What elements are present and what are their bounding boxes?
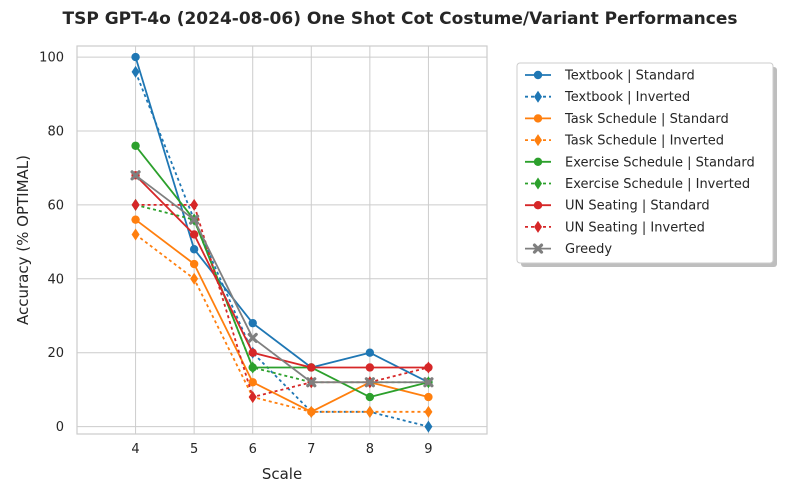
data-point (248, 361, 257, 374)
x-tick-label: 7 (307, 442, 315, 457)
legend-item: UN Seating | Standard (525, 199, 710, 214)
data-point (247, 332, 258, 344)
y-axis-label: Accuracy (% OPTIMAL) (14, 155, 32, 325)
data-point (365, 363, 375, 372)
data-point (131, 228, 140, 241)
y-tick-label: 20 (47, 346, 64, 361)
legend-marker (533, 201, 543, 210)
data-point (130, 170, 141, 181)
data-point (131, 215, 140, 224)
legend-box (516, 62, 774, 264)
data-point (365, 392, 375, 402)
x-tick-label: 5 (190, 442, 198, 457)
data-point (189, 230, 199, 239)
y-tick-label: 80 (47, 124, 64, 139)
legend-marker (533, 157, 543, 166)
data-point (307, 405, 316, 418)
series-line (135, 233, 429, 413)
data-point (248, 348, 257, 357)
data-point (424, 392, 433, 402)
data-point (248, 378, 257, 387)
data-point (248, 391, 257, 404)
data-point (190, 272, 199, 285)
legend-item: Textbook | Standard (525, 69, 695, 84)
legend-item: UN Seating | Inverted (525, 220, 705, 235)
legend-item: Task Schedule | Inverted (525, 134, 724, 149)
y-tick-label: 40 (47, 272, 64, 287)
legend-label: Greedy (565, 242, 612, 257)
grid (77, 46, 487, 434)
legend-label: Textbook | Inverted (564, 90, 690, 105)
chart-title: TSP GPT-4o (2024-08-06) One Shot Cot Cos… (62, 9, 737, 29)
data-point (364, 377, 375, 388)
x-tick-label: 4 (131, 442, 139, 457)
legend-marker (532, 243, 544, 254)
data-point (248, 318, 257, 328)
series-line (134, 71, 429, 428)
x-axis-label: Scale (262, 465, 302, 483)
legend-item: Greedy (525, 242, 612, 257)
y-tick-label: 60 (47, 198, 64, 213)
legend-marker (534, 90, 542, 103)
series-line (135, 204, 429, 384)
legend-marker (534, 177, 542, 190)
series-task-schedule-standard (131, 215, 433, 417)
data-point (365, 405, 374, 418)
legend-label: UN Seating | Inverted (565, 220, 705, 235)
legend-label: Task Schedule | Standard (564, 112, 729, 127)
legend-item: Exercise Schedule | Inverted (525, 177, 750, 192)
legend-item: Exercise Schedule | Standard (525, 155, 755, 170)
axis-ticks: 4 5 6 7 8 9 0 20 40 60 80 100 (39, 51, 432, 457)
legend-item: Textbook | Inverted (525, 90, 690, 105)
series-line (134, 145, 429, 398)
plot-area (76, 45, 488, 435)
legend-label: Textbook | Standard (564, 69, 695, 84)
data-point (189, 245, 199, 254)
series-un-seating-standard (131, 171, 433, 372)
data-point (306, 377, 317, 388)
y-tick-label: 100 (39, 51, 64, 66)
legend-marker (533, 114, 543, 123)
data-point (131, 65, 140, 78)
legend-label: Task Schedule | Inverted (564, 134, 724, 149)
data-point (307, 363, 316, 372)
series-greedy (130, 170, 434, 388)
legend: Textbook | Standard Textbook | Inverted Ta… (516, 62, 777, 267)
legend-marker (534, 220, 542, 233)
legend-label: Exercise Schedule | Inverted (565, 177, 750, 192)
series-un-seating-inverted (131, 198, 433, 404)
data-point (190, 198, 199, 211)
data-point (189, 214, 200, 225)
data-point (423, 377, 434, 388)
series-line (135, 218, 429, 413)
x-tick-label: 6 (249, 442, 257, 457)
data-point (424, 405, 433, 418)
data-point (424, 361, 433, 374)
data-point (424, 420, 433, 433)
x-tick-label: 8 (366, 442, 374, 457)
series-line (135, 203, 429, 398)
series-group (130, 52, 434, 433)
x-tick-label: 9 (424, 442, 432, 457)
data-point (365, 348, 375, 357)
data-point (189, 259, 199, 269)
series-textbook-standard (131, 52, 433, 387)
legend-marker (534, 134, 542, 147)
legend-label: UN Seating | Standard (565, 199, 710, 214)
series-line (135, 174, 429, 384)
data-point (131, 198, 140, 211)
legend-item: Task Schedule | Standard (525, 112, 729, 127)
data-point (131, 52, 140, 62)
legend-marker (533, 70, 543, 80)
data-point (131, 141, 140, 150)
legend-items: Textbook | Standard Textbook | Inverted Ta… (525, 69, 755, 257)
legend-label: Exercise Schedule | Standard (565, 155, 755, 170)
y-tick-label: 0 (56, 420, 64, 435)
